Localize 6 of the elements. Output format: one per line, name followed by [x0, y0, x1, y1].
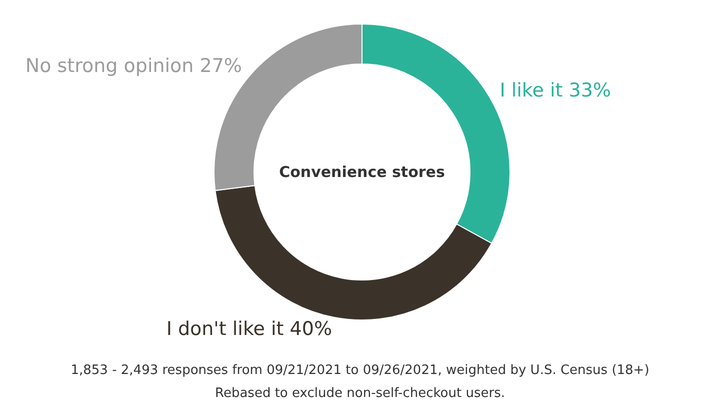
slice-label: No strong opinion 27% [25, 55, 242, 78]
text: 1,853 - 2,493 responses from 09/21/2021 to 09/26/2021, weighted by U.S. Census (18+) [70, 363, 650, 378]
text: Rebased to exclude non-self-checkout users. [215, 386, 505, 401]
slice-label: I don't like it 40% [166, 318, 332, 340]
text: Convenience stores [279, 163, 445, 181]
slice-label: I like it 33% [500, 80, 611, 102]
